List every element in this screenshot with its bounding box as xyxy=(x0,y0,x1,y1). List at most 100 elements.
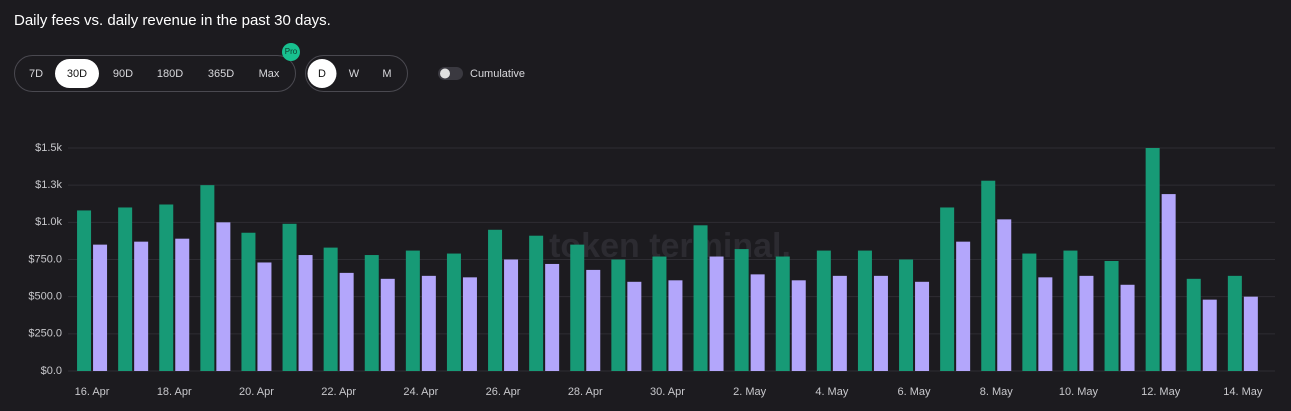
bar xyxy=(1038,277,1053,371)
interval-button[interactable]: W xyxy=(349,68,360,80)
range-button[interactable]: 365D xyxy=(208,68,234,80)
bar xyxy=(241,232,256,371)
bar xyxy=(873,275,888,371)
bar xyxy=(1063,250,1078,371)
bar xyxy=(997,219,1012,371)
bar xyxy=(339,272,354,371)
bar xyxy=(1104,260,1119,371)
bar xyxy=(750,274,765,371)
bar xyxy=(1145,148,1160,371)
bar xyxy=(1022,253,1037,371)
range-selected xyxy=(55,59,99,88)
x-tick-label: 28. Apr xyxy=(568,386,603,398)
bar xyxy=(1079,275,1094,371)
toggle-label: Cumulative xyxy=(470,68,525,80)
range-button[interactable]: 7D xyxy=(29,68,43,80)
bar xyxy=(175,238,190,371)
bar xyxy=(298,255,313,371)
bar xyxy=(118,207,133,371)
bar xyxy=(915,281,930,371)
bar xyxy=(282,223,297,371)
bar xyxy=(462,277,477,371)
bar xyxy=(832,275,847,371)
x-tick-label: 18. Apr xyxy=(157,386,192,398)
bar xyxy=(1161,194,1176,371)
bar xyxy=(611,259,626,371)
x-tick-label: 6. May xyxy=(898,386,932,398)
bar xyxy=(940,207,955,371)
bar xyxy=(216,222,231,371)
range-group xyxy=(14,55,296,92)
bar xyxy=(627,281,642,371)
interval-group xyxy=(305,55,408,92)
bar xyxy=(956,241,971,371)
bar xyxy=(93,244,108,371)
y-tick-label: $1.0k xyxy=(35,216,62,228)
bar xyxy=(134,241,149,371)
x-tick-label: 8. May xyxy=(980,386,1014,398)
x-tick-label: 20. Apr xyxy=(239,386,274,398)
pro-badge-label: Pro xyxy=(285,47,298,56)
bar xyxy=(529,235,544,371)
bar xyxy=(693,225,708,371)
x-tick-label: 14. May xyxy=(1223,386,1263,398)
bar xyxy=(775,256,790,371)
bar xyxy=(857,250,872,371)
bar xyxy=(981,180,996,371)
bar xyxy=(364,255,379,371)
range-button[interactable]: 180D xyxy=(157,68,183,80)
range-button[interactable]: 30D xyxy=(67,68,87,80)
x-tick-label: 26. Apr xyxy=(486,386,521,398)
bar xyxy=(159,204,174,371)
bar xyxy=(1227,275,1242,371)
bar xyxy=(405,250,420,371)
bar xyxy=(1243,296,1258,371)
y-tick-label: $250.0 xyxy=(28,328,62,340)
bar xyxy=(421,275,436,371)
x-tick-label: 2. May xyxy=(733,386,767,398)
bar xyxy=(1202,299,1217,371)
x-tick-label: 12. May xyxy=(1141,386,1181,398)
toggle-knob xyxy=(440,68,450,79)
x-tick-label: 10. May xyxy=(1059,386,1099,398)
bar xyxy=(1186,278,1201,371)
bar xyxy=(323,247,338,371)
bar xyxy=(1120,284,1135,371)
interval-button[interactable]: D xyxy=(318,68,326,80)
x-tick-label: 24. Apr xyxy=(403,386,438,398)
y-tick-label: $0.0 xyxy=(41,365,62,377)
interval-button[interactable]: M xyxy=(382,68,391,80)
bar xyxy=(200,185,215,371)
bar xyxy=(816,250,831,371)
bar xyxy=(791,280,806,371)
bar xyxy=(380,278,395,371)
range-button[interactable]: 90D xyxy=(113,68,133,80)
bar xyxy=(446,253,461,371)
bar xyxy=(545,263,560,371)
watermark: token terminal. xyxy=(549,227,791,265)
pro-badge xyxy=(282,43,300,61)
bar xyxy=(586,269,601,371)
y-tick-label: $750.0 xyxy=(28,253,62,265)
x-tick-label: 30. Apr xyxy=(650,386,685,398)
bar xyxy=(734,249,749,371)
x-tick-label: 16. Apr xyxy=(75,386,110,398)
x-tick-label: 4. May xyxy=(815,386,849,398)
bar xyxy=(899,259,914,371)
x-tick-label: 22. Apr xyxy=(321,386,356,398)
page-title: Daily fees vs. daily revenue in the past… xyxy=(14,12,331,29)
bar xyxy=(257,262,272,371)
bar xyxy=(488,229,503,371)
y-tick-label: $1.3k xyxy=(35,179,62,191)
bar xyxy=(504,259,519,371)
bar xyxy=(668,280,683,371)
bar xyxy=(570,244,585,371)
range-button[interactable]: Max xyxy=(259,68,280,80)
bar xyxy=(709,256,724,371)
interval-selected xyxy=(307,59,337,88)
bar xyxy=(652,256,667,371)
y-tick-label: $1.5k xyxy=(35,142,62,154)
y-tick-label: $500.0 xyxy=(28,291,62,303)
